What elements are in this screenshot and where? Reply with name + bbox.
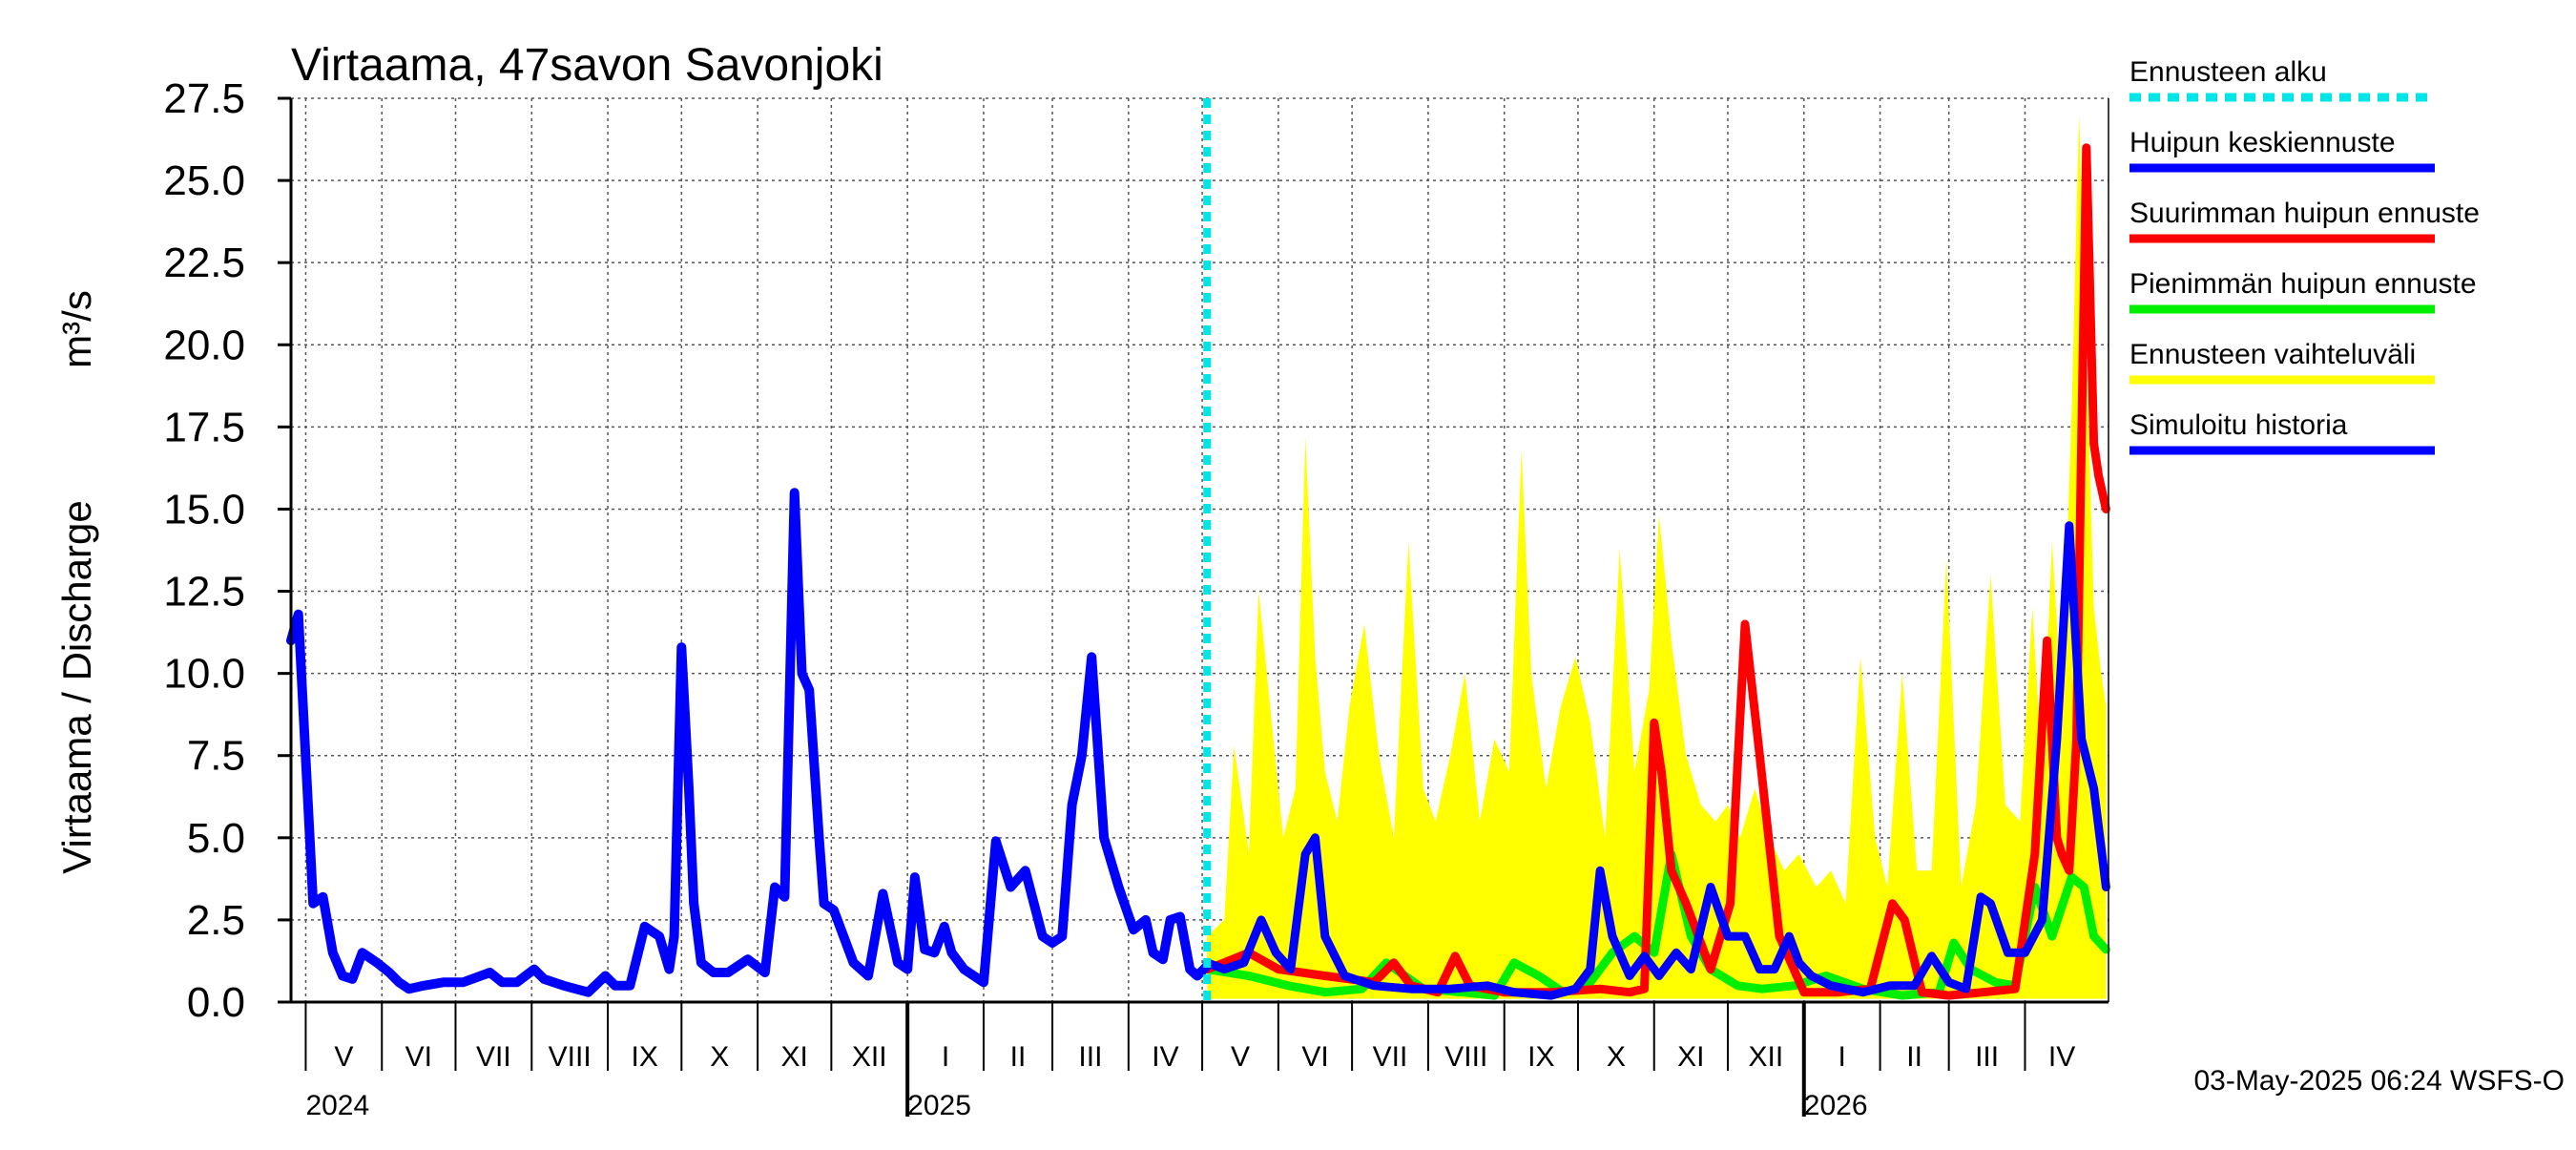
year-label: 2024 [305, 1090, 369, 1121]
month-label: V [334, 1041, 353, 1073]
legend-label: Pienimmän huipun ennuste [2129, 268, 2477, 300]
grid-layer [291, 97, 2109, 1002]
legend-label: Suurimman huipun ennuste [2129, 198, 2480, 229]
y-tick-label: 25.0 [163, 157, 245, 204]
month-label: IX [632, 1041, 658, 1073]
legend-label: Huipun keskiennuste [2129, 127, 2396, 158]
axis-layer: 0.0 2.5 5.0 7.5 10.0 12.5 15.0 17.5 20.0 22.5 25.0… [163, 75, 2109, 1121]
month-label: VIII [549, 1041, 592, 1073]
month-label: III [1975, 1041, 1999, 1073]
month-label: I [1839, 1041, 1846, 1073]
month-label: VII [476, 1041, 511, 1073]
legend-label: Simuloitu historia [2129, 409, 2348, 441]
y-tick-label: 5.0 [187, 815, 245, 862]
month-label: X [710, 1041, 729, 1073]
y-tick-label: 12.5 [163, 569, 245, 616]
year-label: 2025 [907, 1090, 971, 1121]
footer-timestamp: 03-May-2025 06:24 WSFS-O [2194, 1065, 2566, 1097]
month-label: I [942, 1041, 949, 1073]
month-label: VIII [1444, 1041, 1487, 1073]
month-label: V [1231, 1041, 1250, 1073]
month-label: II [1010, 1041, 1027, 1073]
y-tick-label: 17.5 [163, 404, 245, 450]
legend-label: Ennusteen vaihteluväli [2129, 339, 2416, 370]
month-label: IV [2048, 1041, 2075, 1073]
chart-title: Virtaama, 47savon Savonjoki [291, 40, 883, 91]
simulated-history-line [286, 488, 1213, 997]
month-label: III [1078, 1041, 1102, 1073]
y-tick-label: 0.0 [187, 979, 245, 1026]
y-axis-unit: m³/s [54, 290, 99, 368]
month-label: XII [852, 1041, 887, 1073]
data-layer [286, 98, 2110, 1002]
y-tick-label: 10.0 [163, 651, 245, 698]
mean-peak-forecast-line [1202, 521, 2110, 1000]
month-label: IX [1527, 1041, 1554, 1073]
month-label: X [1607, 1041, 1626, 1073]
y-tick-label: 2.5 [187, 897, 245, 944]
legend: Ennusteen alku Huipun keskiennuste Suurimm… [2129, 56, 2480, 455]
y-tick-label: 22.5 [163, 240, 245, 286]
y-axis-label: Virtaama / Discharge [54, 500, 99, 873]
month-label: XI [781, 1041, 808, 1073]
month-label: II [1906, 1041, 1922, 1073]
year-label: 2026 [1804, 1090, 1868, 1121]
month-label: VI [1301, 1041, 1328, 1073]
y-tick-label: 7.5 [187, 733, 245, 780]
y-tick-label: 27.5 [163, 75, 245, 122]
month-label: XI [1677, 1041, 1704, 1073]
month-label: IV [1152, 1041, 1178, 1073]
legend-label: Ennusteen alku [2129, 56, 2327, 88]
month-label: VII [1373, 1041, 1408, 1073]
y-tick-label: 20.0 [163, 322, 245, 368]
y-tick-label: 15.0 [163, 486, 245, 533]
month-label: XII [1749, 1041, 1784, 1073]
month-label: VI [405, 1041, 432, 1073]
